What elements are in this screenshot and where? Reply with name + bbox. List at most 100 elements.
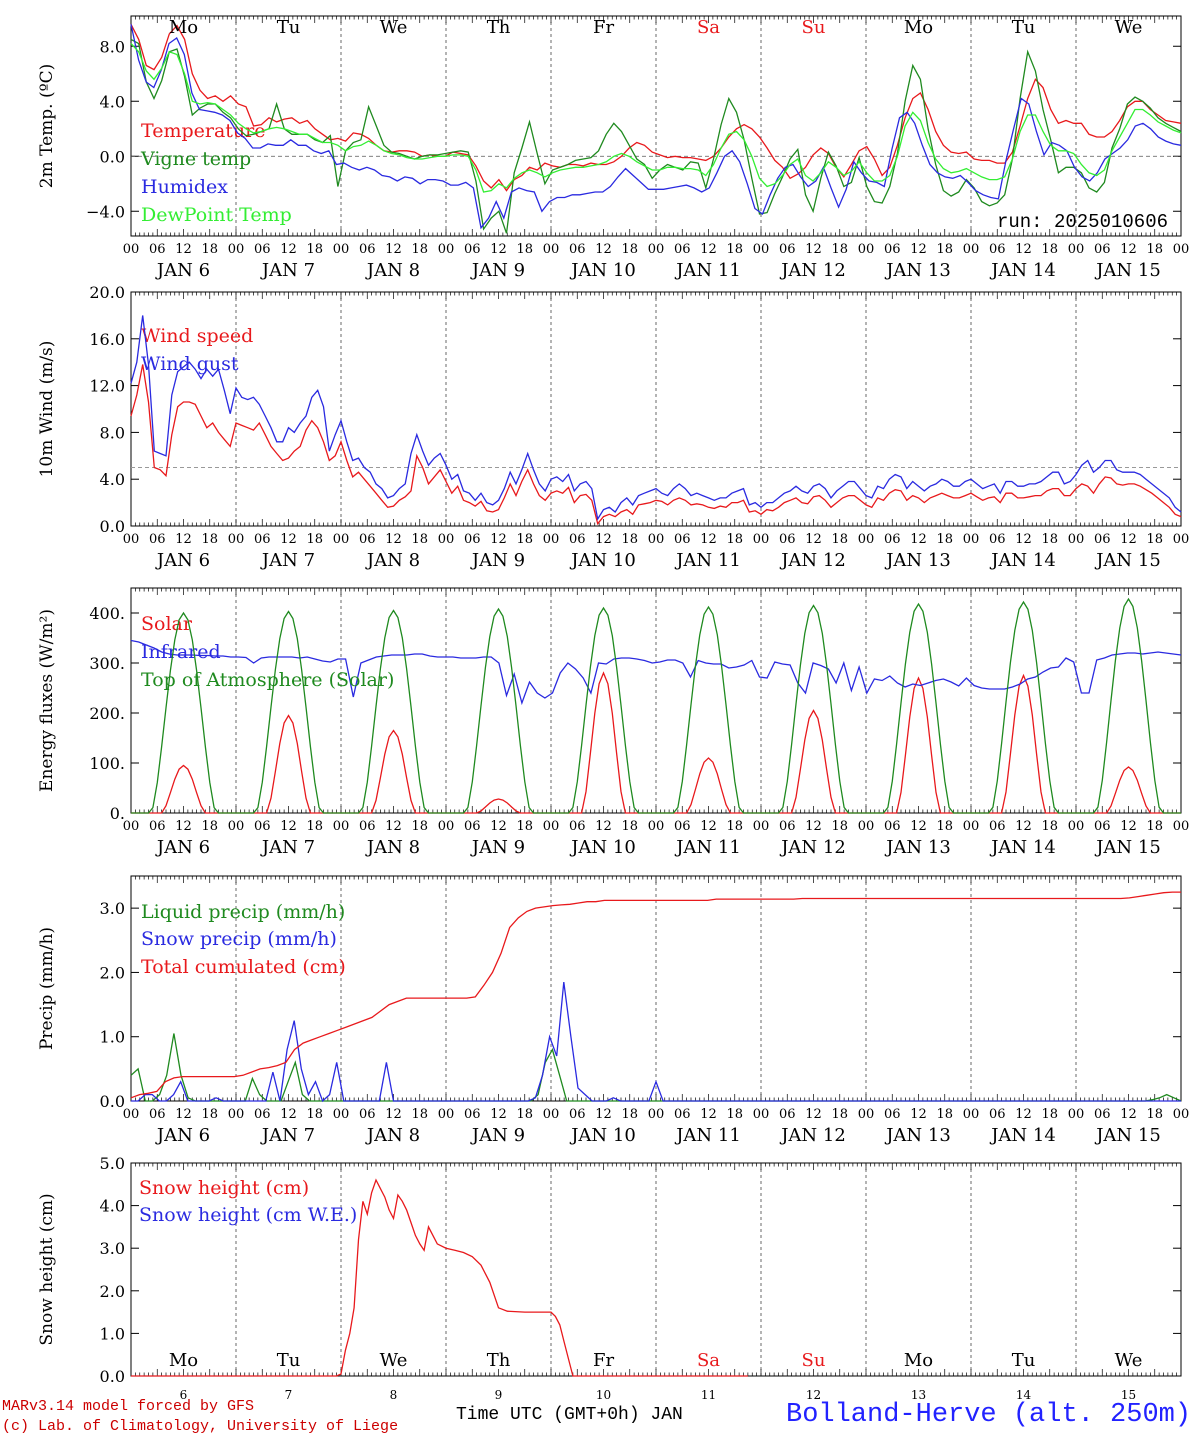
y-tick-label: 0.0 bbox=[100, 1092, 125, 1111]
x-hour-label: 00 bbox=[438, 819, 455, 834]
day-name: Mo bbox=[904, 1350, 933, 1371]
x-hour-label: 12 bbox=[700, 819, 717, 834]
x-date-label: JAN 13 bbox=[884, 1125, 951, 1146]
x-hour-label: 06 bbox=[359, 242, 376, 257]
x-hour-label: 00 bbox=[438, 1107, 455, 1122]
x-hour-label: 12 bbox=[805, 532, 822, 547]
y-tick-label: −4.0 bbox=[86, 202, 125, 221]
x-hour-label: 12 bbox=[175, 532, 192, 547]
x-hour-label: 06 bbox=[254, 242, 271, 257]
day-name: We bbox=[1115, 1350, 1143, 1371]
x-date-label: JAN 14 bbox=[989, 260, 1056, 281]
x-hour-label: 00 bbox=[1173, 819, 1190, 834]
x-hour-label: 18 bbox=[621, 532, 638, 547]
series-line bbox=[130, 639, 1182, 706]
x-hour-label: 12 bbox=[175, 819, 192, 834]
x-hour-label: 06 bbox=[779, 532, 796, 547]
day-name: Mo bbox=[904, 17, 933, 38]
x-hour-label: 18 bbox=[936, 242, 953, 257]
x-hour-label: 18 bbox=[516, 242, 533, 257]
x-hour-label: 06 bbox=[464, 242, 481, 257]
x-hour-label: 18 bbox=[831, 819, 848, 834]
x-hour-label: 18 bbox=[1041, 1107, 1058, 1122]
x-hour-label: 06 bbox=[674, 1107, 691, 1122]
date-number: 6 bbox=[180, 1388, 188, 1402]
y-axis-title: Precip (mm/h) bbox=[37, 927, 57, 1050]
x-date-label: JAN 6 bbox=[155, 260, 210, 281]
x-hour-label: 00 bbox=[543, 532, 560, 547]
x-hour-label: 06 bbox=[884, 1107, 901, 1122]
x-hour-label: 12 bbox=[700, 532, 717, 547]
x-date-label: JAN 10 bbox=[569, 1125, 636, 1146]
x-hour-label: 12 bbox=[490, 532, 507, 547]
x-hour-label: 12 bbox=[805, 819, 822, 834]
x-hour-label: 00 bbox=[543, 1107, 560, 1122]
x-date-label: JAN 9 bbox=[470, 837, 525, 858]
series-line bbox=[130, 891, 1181, 1099]
y-tick-label: 8.0 bbox=[100, 37, 125, 56]
x-date-label: JAN 11 bbox=[674, 260, 741, 281]
legend-label: Wind gust bbox=[141, 353, 239, 375]
x-hour-label: 12 bbox=[700, 242, 717, 257]
x-hour-label: 18 bbox=[411, 819, 428, 834]
day-name: We bbox=[380, 17, 408, 38]
day-name: Fr bbox=[593, 17, 614, 38]
series-line bbox=[131, 982, 1181, 1103]
y-tick-label: 16.0 bbox=[89, 330, 125, 349]
x-hour-label: 12 bbox=[1120, 242, 1137, 257]
x-date-label: JAN 8 bbox=[365, 260, 420, 281]
x-hour-label: 06 bbox=[1094, 819, 1111, 834]
x-date-label: JAN 10 bbox=[569, 260, 636, 281]
x-hour-label: 12 bbox=[805, 1107, 822, 1122]
x-hour-label: 18 bbox=[306, 819, 323, 834]
x-hour-label: 00 bbox=[1173, 532, 1190, 547]
x-hour-label: 12 bbox=[280, 242, 297, 257]
model-credit: MARv3.14 model forced by GFS bbox=[2, 1398, 255, 1415]
date-number: 11 bbox=[701, 1388, 716, 1402]
x-hour-label: 18 bbox=[411, 532, 428, 547]
y-tick-label: 0.0 bbox=[100, 147, 125, 166]
legend-label: Snow precip (mm/h) bbox=[141, 928, 337, 950]
x-hour-label: 18 bbox=[831, 1107, 848, 1122]
x-hour-label: 06 bbox=[674, 532, 691, 547]
x-hour-label: 12 bbox=[385, 532, 402, 547]
legend-label: Infrared bbox=[141, 641, 221, 663]
day-name: We bbox=[380, 1350, 408, 1371]
x-date-label: JAN 9 bbox=[470, 550, 525, 571]
series-line bbox=[131, 597, 1181, 814]
x-hour-label: 18 bbox=[831, 242, 848, 257]
x-date-label: JAN 12 bbox=[779, 550, 846, 571]
x-hour-label: 06 bbox=[989, 819, 1006, 834]
x-date-label: JAN 14 bbox=[989, 837, 1056, 858]
x-hour-label: 18 bbox=[201, 1107, 218, 1122]
y-tick-label: 3.0 bbox=[100, 899, 125, 918]
x-hour-label: 12 bbox=[385, 242, 402, 257]
x-hour-label: 00 bbox=[963, 242, 980, 257]
x-hour-label: 00 bbox=[228, 1107, 245, 1122]
date-number: 10 bbox=[596, 1388, 611, 1402]
x-hour-label: 06 bbox=[149, 532, 166, 547]
x-hour-label: 06 bbox=[779, 1107, 796, 1122]
x-hour-label: 12 bbox=[595, 1107, 612, 1122]
y-tick-label: 200. bbox=[89, 704, 125, 723]
x-hour-label: 06 bbox=[464, 819, 481, 834]
x-hour-label: 00 bbox=[963, 532, 980, 547]
y-axis-title: Snow height (cm) bbox=[37, 1193, 57, 1345]
x-hour-label: 18 bbox=[621, 242, 638, 257]
x-hour-label: 00 bbox=[228, 532, 245, 547]
copyright-credit: (c) Lab. of Climatology, University of L… bbox=[2, 1418, 399, 1435]
x-hour-label: 06 bbox=[989, 242, 1006, 257]
x-hour-label: 06 bbox=[569, 1107, 586, 1122]
x-hour-label: 00 bbox=[333, 532, 350, 547]
x-hour-label: 00 bbox=[543, 819, 560, 834]
x-date-label: JAN 10 bbox=[569, 550, 636, 571]
x-date-label: JAN 12 bbox=[779, 1125, 846, 1146]
x-hour-label: 06 bbox=[254, 1107, 271, 1122]
x-hour-label: 00 bbox=[543, 242, 560, 257]
x-hour-label: 18 bbox=[1041, 532, 1058, 547]
x-date-label: JAN 11 bbox=[674, 837, 741, 858]
x-hour-label: 18 bbox=[1041, 819, 1058, 834]
x-hour-label: 00 bbox=[648, 532, 665, 547]
x-hour-label: 12 bbox=[490, 819, 507, 834]
